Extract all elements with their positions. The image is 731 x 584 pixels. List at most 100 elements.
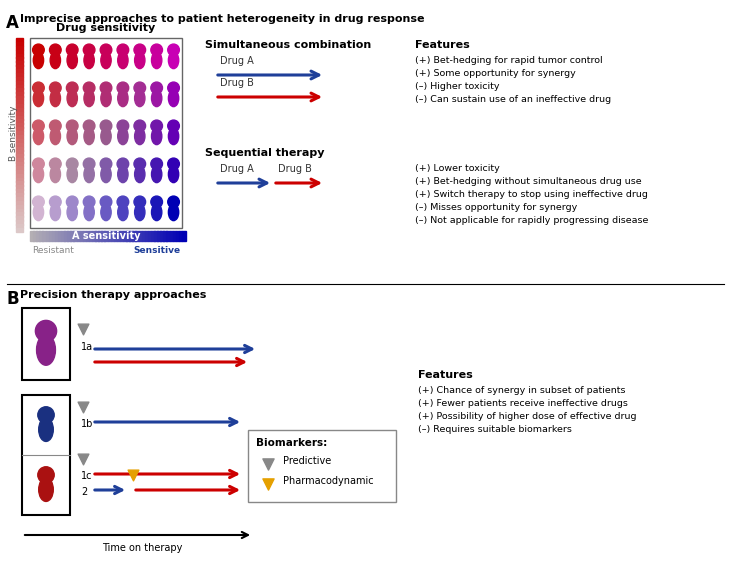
Bar bbox=[37, 231, 39, 241]
Circle shape bbox=[38, 407, 54, 423]
Bar bbox=[16, 135, 23, 139]
Bar bbox=[16, 96, 23, 100]
Bar bbox=[89, 231, 93, 241]
Text: B: B bbox=[6, 290, 18, 308]
Bar bbox=[173, 231, 176, 241]
Ellipse shape bbox=[67, 166, 77, 183]
Text: (+) Switch therapy to stop using ineffective drug: (+) Switch therapy to stop using ineffec… bbox=[415, 190, 648, 199]
Text: Drug sensitivity: Drug sensitivity bbox=[56, 23, 156, 33]
Text: (+) Fewer patients receive ineffective drugs: (+) Fewer patients receive ineffective d… bbox=[418, 399, 628, 408]
Text: 1b: 1b bbox=[81, 419, 94, 429]
Bar bbox=[16, 100, 23, 105]
Bar bbox=[139, 231, 142, 241]
Bar bbox=[160, 231, 164, 241]
Ellipse shape bbox=[151, 204, 162, 221]
Text: Precision therapy approaches: Precision therapy approaches bbox=[20, 290, 206, 300]
Bar bbox=[33, 231, 37, 241]
Bar bbox=[16, 77, 23, 81]
Ellipse shape bbox=[67, 52, 77, 69]
Bar bbox=[16, 189, 23, 193]
Bar bbox=[16, 147, 23, 151]
Bar bbox=[16, 65, 23, 69]
Text: Biomarkers:: Biomarkers: bbox=[256, 438, 327, 448]
Text: Drug B: Drug B bbox=[220, 78, 254, 88]
Bar bbox=[16, 208, 23, 213]
Text: 1c: 1c bbox=[81, 471, 93, 481]
Bar bbox=[16, 185, 23, 190]
Bar bbox=[16, 205, 23, 209]
Bar bbox=[151, 231, 154, 241]
Bar bbox=[16, 54, 23, 58]
Ellipse shape bbox=[118, 128, 128, 145]
Bar bbox=[123, 231, 126, 241]
Bar bbox=[170, 231, 173, 241]
Text: Sensitive: Sensitive bbox=[133, 246, 180, 255]
Point bbox=[262, 479, 274, 489]
Circle shape bbox=[134, 82, 145, 93]
Bar bbox=[95, 231, 99, 241]
Bar bbox=[16, 108, 23, 112]
Bar bbox=[110, 231, 114, 241]
Ellipse shape bbox=[101, 166, 111, 183]
Text: (–) Requires suitable biomarkers: (–) Requires suitable biomarkers bbox=[418, 425, 572, 434]
Ellipse shape bbox=[168, 128, 178, 145]
Ellipse shape bbox=[151, 90, 162, 107]
Bar bbox=[39, 231, 43, 241]
Circle shape bbox=[67, 44, 78, 55]
Bar bbox=[16, 57, 23, 62]
Ellipse shape bbox=[168, 52, 178, 69]
Text: A: A bbox=[6, 14, 19, 32]
Bar bbox=[16, 158, 23, 162]
Bar bbox=[105, 231, 108, 241]
Ellipse shape bbox=[50, 166, 61, 183]
Ellipse shape bbox=[101, 128, 111, 145]
Circle shape bbox=[117, 120, 129, 132]
Circle shape bbox=[50, 120, 61, 132]
Circle shape bbox=[100, 120, 112, 132]
Circle shape bbox=[167, 82, 179, 93]
Text: (+) Chance of synergy in subset of patients: (+) Chance of synergy in subset of patie… bbox=[418, 386, 626, 395]
Point bbox=[77, 402, 89, 412]
Bar bbox=[30, 231, 34, 241]
Text: Simultaneous combination: Simultaneous combination bbox=[205, 40, 371, 50]
Bar bbox=[16, 154, 23, 159]
Bar bbox=[16, 123, 23, 128]
Circle shape bbox=[67, 196, 78, 208]
Circle shape bbox=[100, 44, 112, 55]
Bar bbox=[16, 220, 23, 224]
Ellipse shape bbox=[118, 90, 128, 107]
Ellipse shape bbox=[151, 52, 162, 69]
Text: Drug A: Drug A bbox=[220, 164, 254, 174]
Text: Sequential therapy: Sequential therapy bbox=[205, 148, 325, 158]
Ellipse shape bbox=[118, 204, 128, 221]
Circle shape bbox=[167, 158, 179, 170]
Ellipse shape bbox=[135, 90, 145, 107]
Ellipse shape bbox=[34, 204, 44, 221]
Bar bbox=[114, 231, 117, 241]
Ellipse shape bbox=[84, 128, 94, 145]
Point bbox=[77, 454, 89, 464]
Bar bbox=[16, 50, 23, 54]
Bar bbox=[73, 231, 77, 241]
Bar bbox=[16, 42, 23, 46]
Circle shape bbox=[33, 120, 45, 132]
Bar bbox=[16, 116, 23, 120]
Bar bbox=[132, 231, 136, 241]
Bar bbox=[16, 162, 23, 166]
Ellipse shape bbox=[101, 52, 111, 69]
Bar bbox=[16, 178, 23, 182]
Text: Features: Features bbox=[415, 40, 470, 50]
Ellipse shape bbox=[168, 204, 178, 221]
Ellipse shape bbox=[84, 204, 94, 221]
Bar bbox=[16, 139, 23, 143]
Bar bbox=[16, 182, 23, 186]
Text: Time on therapy: Time on therapy bbox=[102, 543, 183, 553]
Point bbox=[127, 470, 139, 479]
Bar bbox=[83, 231, 86, 241]
Circle shape bbox=[33, 196, 45, 208]
Text: B sensitivity: B sensitivity bbox=[9, 105, 18, 161]
Circle shape bbox=[117, 44, 129, 55]
Ellipse shape bbox=[50, 204, 61, 221]
Bar bbox=[167, 231, 170, 241]
Text: Predictive: Predictive bbox=[283, 456, 331, 466]
